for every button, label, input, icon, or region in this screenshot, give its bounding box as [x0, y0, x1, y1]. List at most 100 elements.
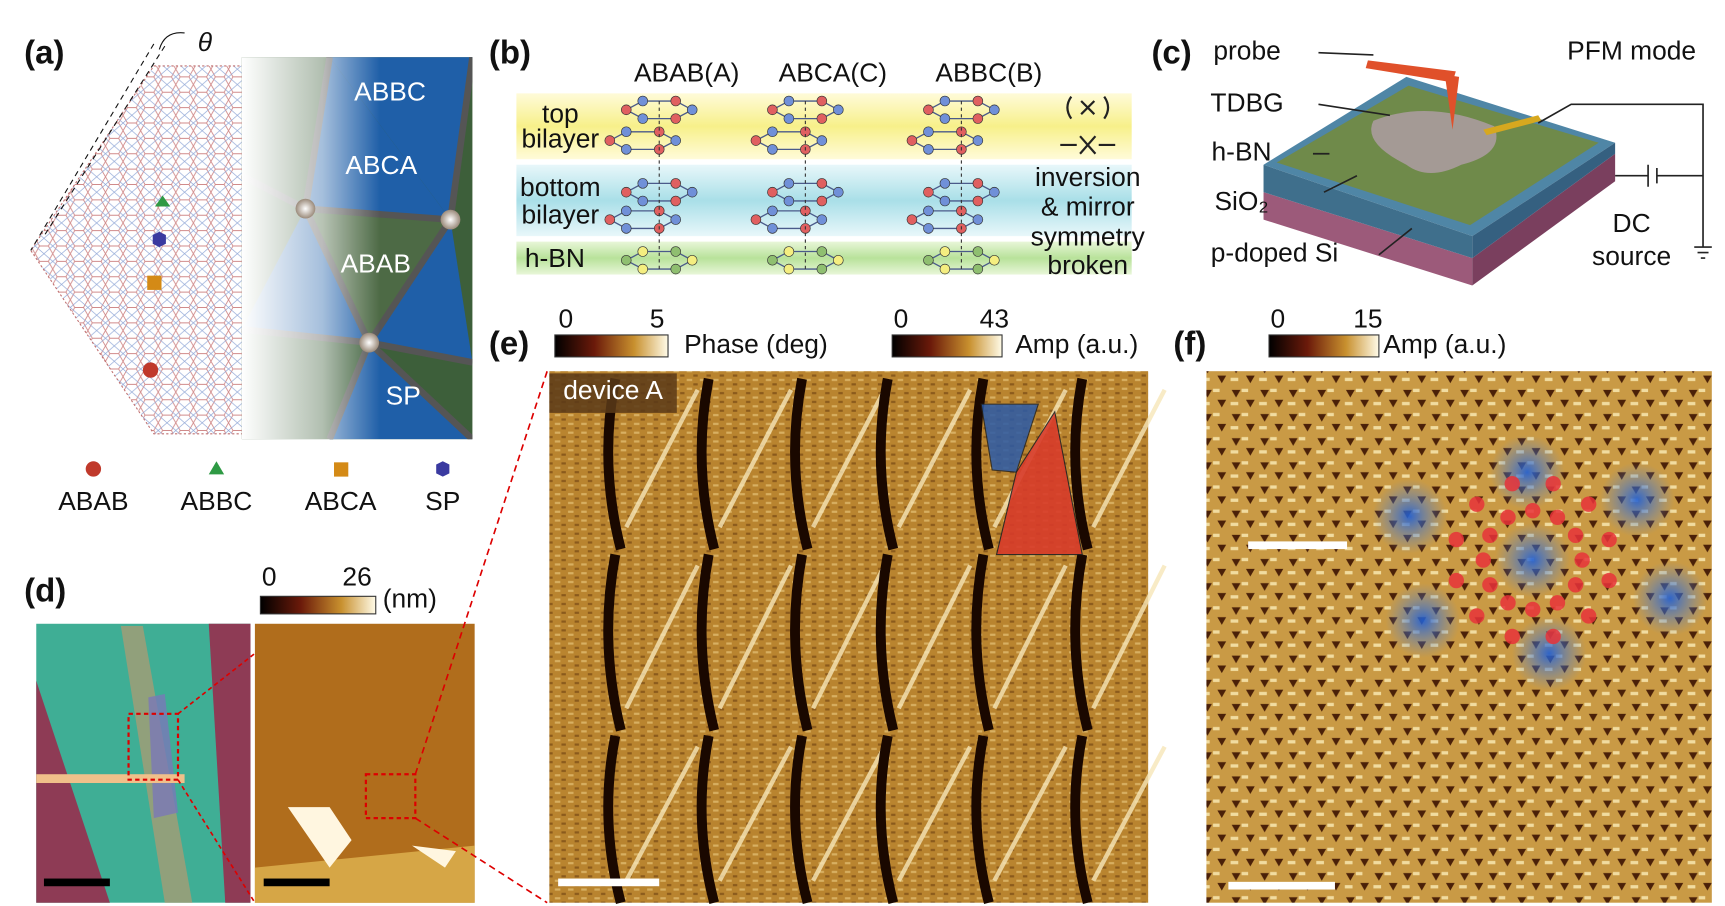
panel-d: (d) 0 26 (nm)	[24, 370, 548, 904]
row-label: bilayer	[522, 124, 600, 154]
atom	[670, 113, 681, 124]
colorbar-min: 0	[262, 562, 277, 592]
dark-wall	[1070, 734, 1093, 904]
panel-label: (a)	[24, 34, 64, 71]
zoom-line	[414, 370, 548, 904]
zoom-box	[127, 712, 180, 781]
red-site	[1549, 595, 1566, 611]
bright-wall	[896, 564, 973, 710]
red-site	[1482, 577, 1498, 593]
atom	[923, 186, 934, 198]
scale-bar	[1248, 541, 1348, 550]
panel-label: (b)	[489, 34, 531, 71]
tdbg-flake	[1371, 111, 1497, 173]
red-site	[1601, 531, 1617, 548]
red-site	[1448, 572, 1465, 589]
sio2-layer	[1263, 164, 1473, 259]
blue-site	[1489, 434, 1565, 510]
atom	[972, 195, 984, 207]
dark-wall	[696, 377, 719, 551]
atom	[621, 254, 632, 266]
atom	[939, 246, 951, 257]
atom	[621, 223, 632, 234]
red-site	[1549, 509, 1566, 525]
blue-site	[1385, 583, 1461, 658]
bright-wall	[896, 388, 973, 529]
afm-region	[254, 845, 475, 903]
bright-wall	[1091, 388, 1167, 529]
atom	[833, 104, 844, 116]
blue-site	[1495, 522, 1571, 598]
row-label: bottom	[520, 172, 601, 202]
scale-bar	[558, 878, 660, 887]
si-layer	[1472, 153, 1616, 286]
colorbar	[259, 595, 377, 615]
label: TDBG	[1210, 87, 1283, 117]
red-site	[1580, 608, 1597, 624]
atom	[783, 195, 795, 207]
atom	[923, 126, 934, 138]
blue-site	[1632, 561, 1708, 636]
atom	[923, 223, 934, 234]
bright-wall	[992, 745, 1068, 882]
bright-wall	[811, 745, 887, 882]
lattice-overlay	[1372, 434, 1708, 691]
blue-site	[1599, 462, 1675, 538]
atom	[939, 195, 951, 207]
colorbar-max: 43	[980, 304, 1009, 334]
atom	[621, 104, 632, 116]
legend-label: ABCA	[305, 486, 377, 516]
legend-label: ABBC	[181, 486, 253, 516]
atom	[833, 254, 844, 266]
dark-wall	[790, 734, 813, 904]
atom	[637, 95, 649, 107]
atom	[637, 195, 649, 207]
zoom-line	[177, 652, 256, 904]
red-site	[1545, 628, 1561, 645]
atom	[816, 113, 828, 124]
atom	[989, 254, 1000, 266]
panel-label: (c)	[1151, 34, 1191, 71]
atom	[972, 95, 984, 107]
column-label: ABAB(A)	[634, 58, 739, 88]
colorbar-unit: (nm)	[383, 584, 437, 614]
red-site	[1601, 572, 1617, 589]
bright-wall	[717, 564, 794, 710]
dark-wall	[971, 553, 994, 732]
bright-wall	[624, 745, 700, 882]
red-site	[1580, 496, 1597, 512]
atom	[833, 186, 844, 198]
atom	[686, 254, 698, 266]
colorbar-min: 0	[894, 304, 909, 334]
atom	[767, 104, 778, 116]
panel-label: (d)	[24, 572, 66, 609]
colorbar-unit: Amp (a.u.)	[1015, 329, 1138, 359]
atom	[816, 195, 828, 207]
electrode	[36, 774, 185, 784]
panel-b: (b) ABAB(A) ABCA(C) ABBC(B) top bilayer …	[489, 34, 1146, 280]
domain-map	[241, 57, 473, 440]
bright-wall	[896, 745, 973, 882]
colorbar	[891, 334, 1003, 358]
sio2-layer	[1472, 142, 1616, 259]
atom	[670, 214, 681, 225]
legend-marker	[436, 461, 450, 477]
bright-wall	[1091, 745, 1167, 882]
label: DC	[1613, 208, 1651, 238]
dark-wall	[875, 734, 899, 904]
bright-wall	[717, 745, 794, 882]
panel-label: (e)	[489, 325, 529, 362]
red-site	[1448, 531, 1465, 548]
marker-abbc	[154, 195, 171, 207]
note: broken	[1047, 250, 1128, 280]
region-label: ABAB	[341, 249, 411, 279]
region-label: SP	[386, 381, 421, 411]
atom	[783, 113, 795, 124]
atom	[670, 95, 681, 107]
edge-line	[30, 43, 155, 251]
colorbar-unit: Phase (deg)	[684, 329, 828, 359]
dark-wall	[790, 553, 813, 732]
atom	[750, 214, 762, 225]
note: inversion	[1035, 162, 1141, 192]
